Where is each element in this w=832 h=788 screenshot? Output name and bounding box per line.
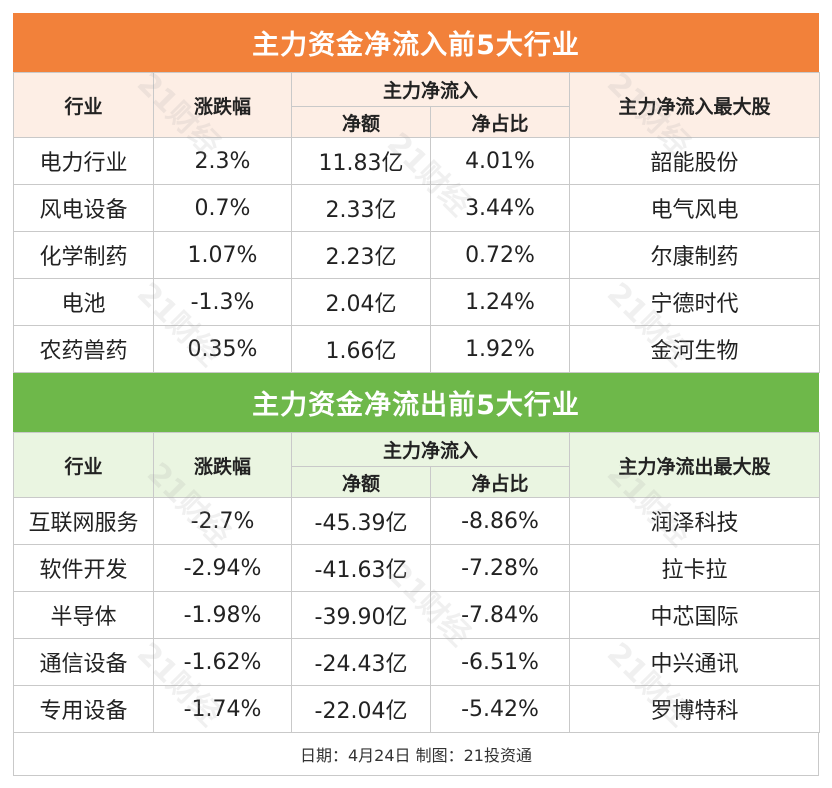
cell-change: -2.7% [153, 497, 292, 545]
cell-amount: 2.23亿 [291, 231, 431, 279]
table-row: 风电设备 0.7% 2.33亿 3.44% 电气风电 [13, 184, 821, 232]
header-industry: 行业 [13, 432, 154, 498]
table-row: 电池 -1.3% 2.04亿 1.24% 宁德时代 [13, 278, 821, 326]
cell-ratio: -6.51% [429, 638, 571, 686]
cell-amount: -41.63亿 [291, 544, 431, 592]
header-industry: 行业 [13, 72, 154, 138]
table-row: 化学制药 1.07% 2.23亿 0.72% 尔康制药 [13, 231, 821, 279]
header-group: 主力净流入 [290, 72, 571, 107]
cell-amount: -39.90亿 [291, 591, 431, 639]
cell-ratio: -8.86% [429, 497, 571, 545]
cell-ratio: 4.01% [429, 137, 571, 185]
cell-amount: 11.83亿 [291, 137, 431, 185]
cell-industry: 通信设备 [13, 638, 154, 686]
cell-change: -2.94% [153, 544, 292, 592]
table-row: 农药兽药 0.35% 1.66亿 1.92% 金河生物 [13, 325, 821, 373]
cell-amount: 1.66亿 [291, 325, 431, 373]
cell-amount: -45.39亿 [291, 497, 431, 545]
cell-amount: -22.04亿 [291, 685, 431, 733]
table-row: 通信设备 -1.62% -24.43亿 -6.51% 中兴通讯 [13, 638, 821, 686]
inflow-subheader-row: 净额 净占比 [14, 106, 820, 138]
cell-stock: 尔康制药 [569, 231, 821, 279]
header-ratio: 净占比 [429, 106, 571, 138]
cell-change: -1.74% [153, 685, 292, 733]
outflow-table: 行业 涨跌幅 主力净流入 主力净流出最大股 净额 净占比 互联网服务 -2.7%… [13, 432, 821, 733]
cell-ratio: -7.84% [429, 591, 571, 639]
header-change: 涨跌幅 [153, 72, 292, 138]
table-row: 电力行业 2.3% 11.83亿 4.01% 韶能股份 [13, 137, 821, 185]
header-top-stock: 主力净流出最大股 [569, 432, 821, 498]
header-change: 涨跌幅 [153, 432, 292, 498]
cell-ratio: -5.42% [429, 685, 571, 733]
cell-stock: 宁德时代 [569, 278, 821, 326]
cell-stock: 韶能股份 [569, 137, 821, 185]
header-group: 主力净流入 [290, 432, 571, 467]
fund-flow-report: 主力资金净流入前5大行业 行业 涨跌幅 主力净流入 主力净流入最大股 净额 净占… [13, 13, 821, 776]
cell-change: 2.3% [153, 137, 292, 185]
cell-change: 1.07% [153, 231, 292, 279]
cell-change: -1.98% [153, 591, 292, 639]
cell-ratio: 1.92% [429, 325, 571, 373]
cell-stock: 中兴通讯 [569, 638, 821, 686]
cell-ratio: 0.72% [429, 231, 571, 279]
inflow-table: 行业 涨跌幅 主力净流入 主力净流入最大股 净额 净占比 电力行业 2.3% 1… [13, 72, 821, 373]
cell-change: -1.62% [153, 638, 292, 686]
cell-stock: 金河生物 [569, 325, 821, 373]
cell-industry: 风电设备 [13, 184, 154, 232]
header-ratio: 净占比 [429, 466, 571, 498]
inflow-title: 主力资金净流入前5大行业 [13, 13, 819, 72]
header-top-stock: 主力净流入最大股 [569, 72, 821, 138]
table-row: 半导体 -1.98% -39.90亿 -7.84% 中芯国际 [13, 591, 821, 639]
cell-ratio: 3.44% [429, 184, 571, 232]
cell-industry: 专用设备 [13, 685, 154, 733]
cell-stock: 润泽科技 [569, 497, 821, 545]
cell-amount: -24.43亿 [291, 638, 431, 686]
inflow-section: 主力资金净流入前5大行业 行业 涨跌幅 主力净流入 主力净流入最大股 净额 净占… [13, 13, 821, 373]
cell-industry: 电力行业 [13, 137, 154, 185]
cell-amount: 2.04亿 [291, 278, 431, 326]
cell-ratio: -7.28% [429, 544, 571, 592]
outflow-section: 主力资金净流出前5大行业 行业 涨跌幅 主力净流入 主力净流出最大股 净额 净占… [13, 373, 821, 733]
cell-industry: 半导体 [13, 591, 154, 639]
cell-stock: 罗博特科 [569, 685, 821, 733]
cell-change: -1.3% [153, 278, 292, 326]
cell-industry: 互联网服务 [13, 497, 154, 545]
table-row: 专用设备 -1.74% -22.04亿 -5.42% 罗博特科 [13, 685, 821, 733]
cell-change: 0.7% [153, 184, 292, 232]
cell-ratio: 1.24% [429, 278, 571, 326]
footer-caption: 日期：4月24日 制图：21投资通 [13, 733, 819, 776]
cell-industry: 化学制药 [13, 231, 154, 279]
header-amount: 净额 [291, 466, 431, 498]
header-amount: 净额 [291, 106, 431, 138]
cell-stock: 电气风电 [569, 184, 821, 232]
cell-amount: 2.33亿 [291, 184, 431, 232]
outflow-header-row: 行业 涨跌幅 主力净流入 主力净流出最大股 [13, 432, 821, 498]
table-row: 软件开发 -2.94% -41.63亿 -7.28% 拉卡拉 [13, 544, 821, 592]
cell-change: 0.35% [153, 325, 292, 373]
cell-stock: 中芯国际 [569, 591, 821, 639]
inflow-header-row: 行业 涨跌幅 主力净流入 主力净流入最大股 [13, 72, 821, 138]
cell-industry: 电池 [13, 278, 154, 326]
cell-industry: 软件开发 [13, 544, 154, 592]
outflow-title: 主力资金净流出前5大行业 [13, 373, 819, 432]
table-row: 互联网服务 -2.7% -45.39亿 -8.86% 润泽科技 [13, 497, 821, 545]
cell-stock: 拉卡拉 [569, 544, 821, 592]
cell-industry: 农药兽药 [13, 325, 154, 373]
